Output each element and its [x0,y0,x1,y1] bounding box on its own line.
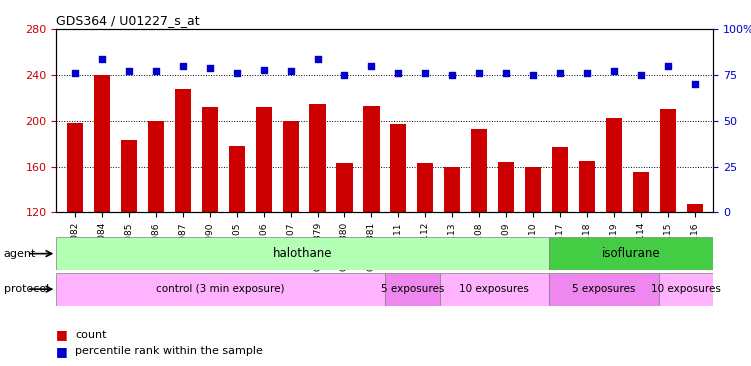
Text: 5 exposures: 5 exposures [381,284,444,294]
Text: 5 exposures: 5 exposures [572,284,635,294]
Point [312,56,324,61]
Bar [686,204,703,350]
FancyBboxPatch shape [56,273,385,306]
Point [366,63,378,69]
Text: GDS364 / U01227_s_at: GDS364 / U01227_s_at [56,14,200,27]
Point [689,81,701,87]
Text: halothane: halothane [273,247,333,260]
Text: 10 exposures: 10 exposures [651,284,721,294]
Bar [67,123,83,350]
Bar [94,75,110,350]
Bar [202,107,218,350]
Point [204,65,216,71]
Bar [282,121,299,350]
Text: 10 exposures: 10 exposures [460,284,529,294]
Text: control (3 min exposure): control (3 min exposure) [156,284,285,294]
Bar [579,161,595,350]
FancyBboxPatch shape [439,273,549,306]
Text: ■: ■ [56,328,68,341]
FancyBboxPatch shape [659,273,713,306]
Bar [606,119,622,350]
Text: agent: agent [4,249,36,259]
Point [473,70,485,76]
Point [258,67,270,72]
Bar [498,162,514,350]
Point [527,72,539,78]
Point [419,70,431,76]
Bar [229,146,245,350]
Point [581,70,593,76]
FancyBboxPatch shape [549,273,659,306]
FancyBboxPatch shape [549,237,713,270]
Point [446,72,458,78]
Bar [525,167,541,350]
Point [339,72,351,78]
Point [635,72,647,78]
Point [500,70,512,76]
Text: count: count [75,330,107,340]
Point [231,70,243,76]
Point [662,63,674,69]
Bar [121,140,137,350]
Text: percentile rank within the sample: percentile rank within the sample [75,346,263,356]
Bar [471,129,487,350]
Bar [418,163,433,350]
Point [150,68,162,74]
Text: isoflurane: isoflurane [602,247,661,260]
Bar [148,121,164,350]
Point [285,68,297,74]
Text: ■: ■ [56,345,68,358]
FancyBboxPatch shape [56,237,549,270]
Text: protocol: protocol [4,284,49,294]
FancyBboxPatch shape [385,273,439,306]
Point [554,70,566,76]
Bar [309,104,326,350]
Bar [175,89,191,350]
Bar [632,172,649,350]
Bar [659,109,676,350]
Point [392,70,404,76]
Bar [363,106,379,350]
Point [69,70,81,76]
Bar [255,107,272,350]
Point [608,68,620,74]
Bar [552,147,568,350]
Point [96,56,108,61]
Bar [444,167,460,350]
Point [123,68,135,74]
Bar [391,124,406,350]
Point [177,63,189,69]
Bar [336,163,352,350]
